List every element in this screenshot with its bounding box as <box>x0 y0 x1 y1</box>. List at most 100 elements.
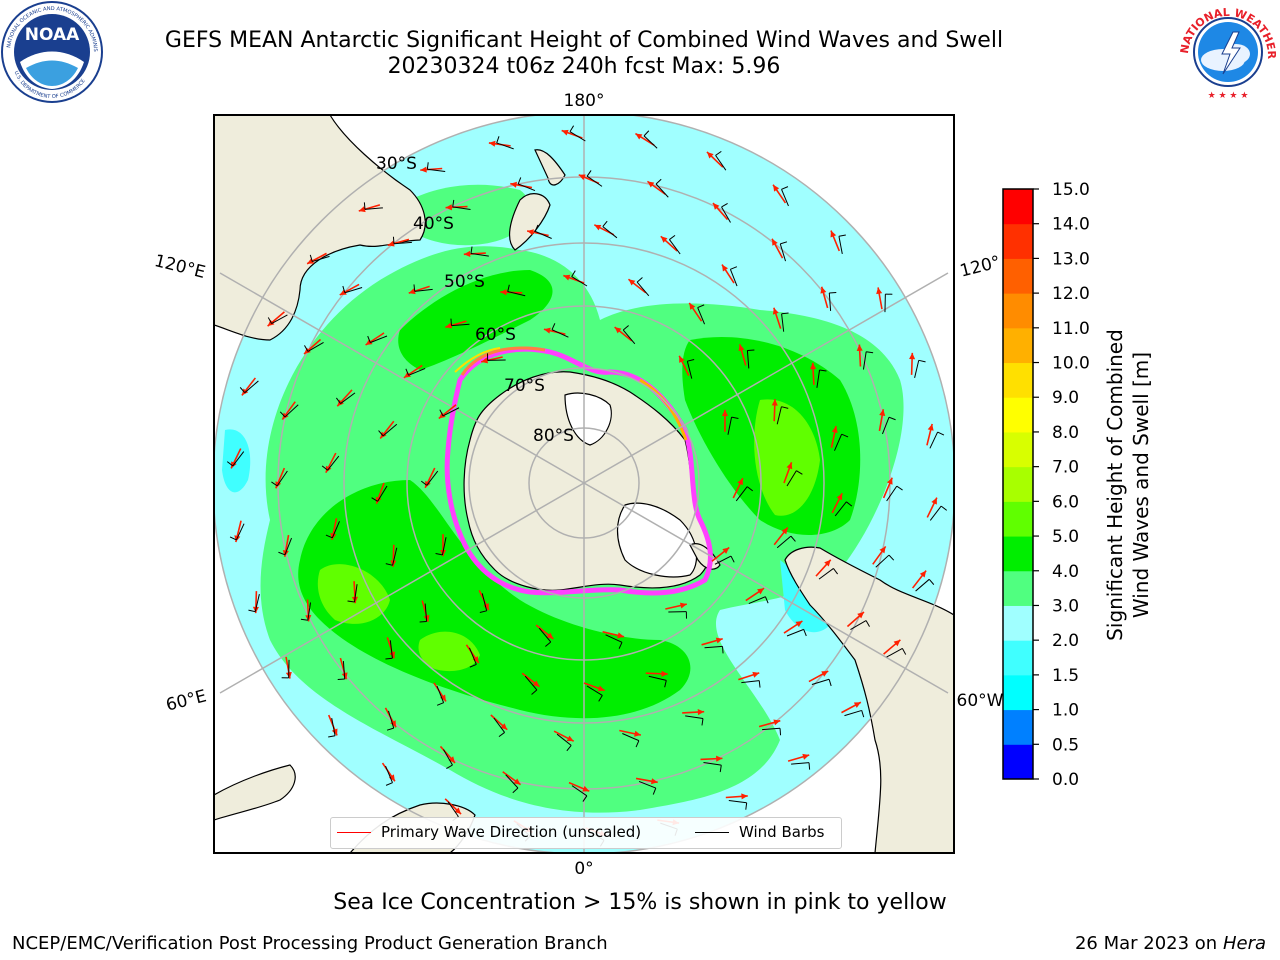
wind-barb-flag <box>636 277 643 283</box>
wind-barb-flag <box>531 689 538 695</box>
wind-barb <box>538 627 552 643</box>
wind-barb-flag <box>496 136 500 144</box>
colorbar-tick-label: 9.0 <box>1052 388 1079 408</box>
wave-band-4m-north <box>398 270 553 370</box>
wave-arrow-head <box>500 723 508 730</box>
colorbar-tick-label: 12.0 <box>1052 284 1090 304</box>
wind-barb-flag <box>833 568 839 575</box>
colorbar-tick-label: 13.0 <box>1052 249 1090 269</box>
wind-barb-flag <box>534 224 539 232</box>
wind-barb-flag <box>385 563 393 566</box>
wind-barb <box>776 535 792 549</box>
wind-barb-flag <box>385 657 393 660</box>
wave-arrow-head <box>561 129 569 136</box>
wind-barb-flag <box>745 802 748 810</box>
wind-barb <box>727 416 733 435</box>
map-frame <box>213 114 955 854</box>
wind-barb <box>811 678 830 686</box>
wind-barb <box>470 252 489 257</box>
wind-barb-flag <box>598 695 603 702</box>
colorbar-swatches <box>1003 189 1033 780</box>
wave-arrow-head <box>594 224 602 231</box>
wave-arrow-head <box>566 735 574 742</box>
wave-arrow-head <box>773 719 781 726</box>
wind-barb-flag <box>758 680 761 688</box>
wind-barb <box>914 360 920 378</box>
lat-label-30s: 30°S <box>376 154 417 174</box>
wave-arrow-head <box>532 680 540 687</box>
wind-barb-flag <box>731 416 739 419</box>
wind-barb-flag <box>470 246 473 254</box>
wave-arrow-head <box>773 184 780 192</box>
wind-barb <box>622 329 636 345</box>
wind-barb <box>781 313 785 332</box>
wind-barb-flag <box>226 461 234 467</box>
wind-barb-flag <box>229 536 237 541</box>
wind-barb-flag <box>498 732 505 738</box>
wind-barb-flag <box>764 596 769 604</box>
wind-barb <box>556 733 572 746</box>
colorbar-swatch <box>1003 466 1033 502</box>
wind-barb-flag <box>517 177 522 185</box>
wind-barb <box>452 206 471 211</box>
wave-band-5m-west <box>317 564 390 624</box>
colorbar-swatch <box>1003 258 1033 294</box>
wind-barb <box>834 501 847 517</box>
wave-arrow-head <box>510 181 518 188</box>
wind-barb-flag <box>901 648 907 655</box>
footer-date: 26 Mar 2023 on Hera <box>1075 933 1266 954</box>
colorbar-swatch <box>1003 744 1033 780</box>
colorbar-swatch <box>1003 431 1033 468</box>
wind-barb <box>232 451 245 467</box>
wave-arrow-head <box>810 362 817 370</box>
colorbar-tick-label: 6.0 <box>1052 492 1079 512</box>
wind-barb-flag <box>337 678 345 681</box>
longitude-gridlines <box>219 115 949 853</box>
wind-barb <box>746 350 750 369</box>
wave-arrow-head <box>582 785 590 792</box>
wave-arrow-head <box>795 621 803 628</box>
wind-barb <box>414 288 433 292</box>
wave-arrow-head <box>919 570 927 578</box>
wind-barb-flag <box>819 369 827 372</box>
colorbar-swatch <box>1003 640 1033 676</box>
wind-barb-flag <box>781 186 789 190</box>
wind-barb-flag <box>452 199 455 207</box>
wind-barb-flag <box>278 551 286 556</box>
wind-barb <box>443 749 453 766</box>
wind-barb <box>881 417 890 435</box>
wind-barb-flag <box>888 416 896 421</box>
wind-barb-flag <box>342 285 346 293</box>
wind-barb <box>715 155 727 171</box>
wind-barb-flag <box>790 535 796 542</box>
wind-barb-flag <box>239 387 246 394</box>
svg-text:★ ★ ★ ★: ★ ★ ★ ★ <box>1208 91 1249 101</box>
wave-arrow-head <box>824 559 831 567</box>
wind-barb-flag <box>780 241 788 245</box>
wind-barb-flag <box>582 795 588 802</box>
wave-arrow-head <box>358 206 366 213</box>
wind-barb-flag <box>378 430 384 437</box>
wind-barb <box>929 431 939 449</box>
wind-barb-flag <box>828 679 832 687</box>
colorbar-swatch <box>1003 362 1033 398</box>
wind-barb <box>392 547 398 566</box>
wind-barb <box>850 620 867 630</box>
wave-arrow-head <box>879 409 886 417</box>
wave-arrow-head <box>772 307 779 315</box>
wind-barb <box>571 276 588 287</box>
colorbar-tick-label: 10.0 <box>1052 354 1090 374</box>
wave-arrow-head <box>752 671 760 678</box>
wind-barb <box>838 236 843 255</box>
wind-barb <box>786 470 797 487</box>
lon-label-60w: 60°W <box>957 691 1004 711</box>
wind-barb-flag <box>937 431 945 436</box>
wind-barb <box>441 537 447 556</box>
wind-barb <box>697 307 706 325</box>
wave-arrow-head <box>387 240 395 247</box>
colorbar-ticks: 0.0 0.5 1.0 1.5 2.0 3.0 4.0 5.0 6.0 7.0 8.0 9.0 10.0… <box>1033 180 1090 790</box>
wind-barb <box>340 392 356 404</box>
wind-barb-flag <box>446 764 453 769</box>
wind-barb <box>312 255 330 263</box>
